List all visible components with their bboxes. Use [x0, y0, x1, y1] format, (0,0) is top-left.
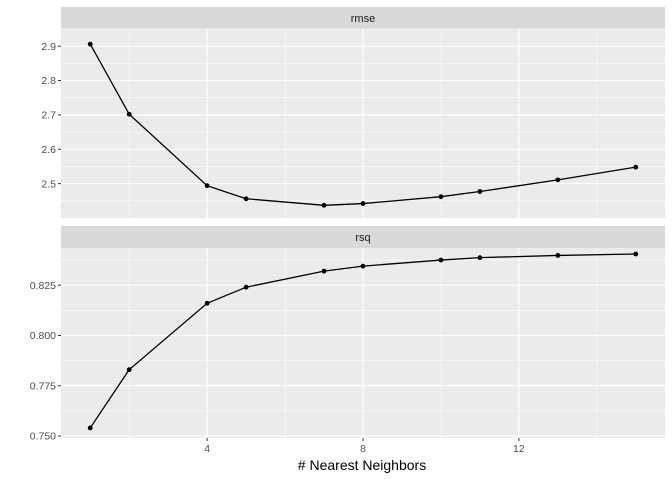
- y-tick-label: 2.9: [41, 41, 56, 53]
- facet-strip-rmse: [61, 7, 665, 29]
- y-tick-label: 0.825: [30, 280, 56, 292]
- x-tick-label: 8: [360, 443, 366, 455]
- data-point: [126, 367, 132, 373]
- facet-strip-label: rsq: [355, 232, 370, 244]
- data-point: [633, 251, 639, 257]
- x-tick-label: 12: [513, 443, 525, 455]
- facet-strip-label: rmse: [351, 13, 375, 25]
- y-tick-label: 2.8: [41, 75, 56, 87]
- y-tick-label: 2.5: [41, 178, 56, 190]
- series-line-rsq: [89, 253, 636, 429]
- y-tick-label: 2.7: [41, 110, 56, 122]
- y-tick-label: 0.750: [30, 431, 56, 443]
- x-axis-title: # Nearest Neighbors: [298, 457, 426, 473]
- data-point: [438, 257, 444, 263]
- data-point: [555, 253, 561, 258]
- y-tick-label: 0.775: [30, 380, 56, 392]
- panels-layer: rmse 2.5 2.6 2.7 2.8 2.9 rsq 0.750 0.775 0.800 0.8…: [30, 7, 665, 455]
- y-tick-label: 0.800: [30, 330, 56, 342]
- series-line-rmse: [89, 43, 636, 206]
- data-point: [555, 177, 561, 183]
- facet-strip-rsq: [61, 226, 665, 248]
- data-point: [87, 425, 93, 431]
- data-point: [477, 255, 483, 261]
- data-point: [204, 183, 210, 189]
- data-point: [360, 201, 366, 206]
- data-point: [204, 300, 210, 306]
- data-point: [87, 41, 93, 47]
- data-point: [360, 263, 366, 269]
- data-point: [243, 196, 249, 202]
- x-tick-label: 4: [204, 443, 210, 455]
- data-point: [438, 194, 444, 200]
- data-point: [321, 268, 327, 274]
- data-point: [126, 111, 132, 117]
- data-point: [477, 189, 483, 194]
- data-point: [321, 202, 327, 208]
- y-tick-label: 2.6: [41, 144, 56, 156]
- data-point: [243, 284, 249, 290]
- data-point: [633, 164, 639, 170]
